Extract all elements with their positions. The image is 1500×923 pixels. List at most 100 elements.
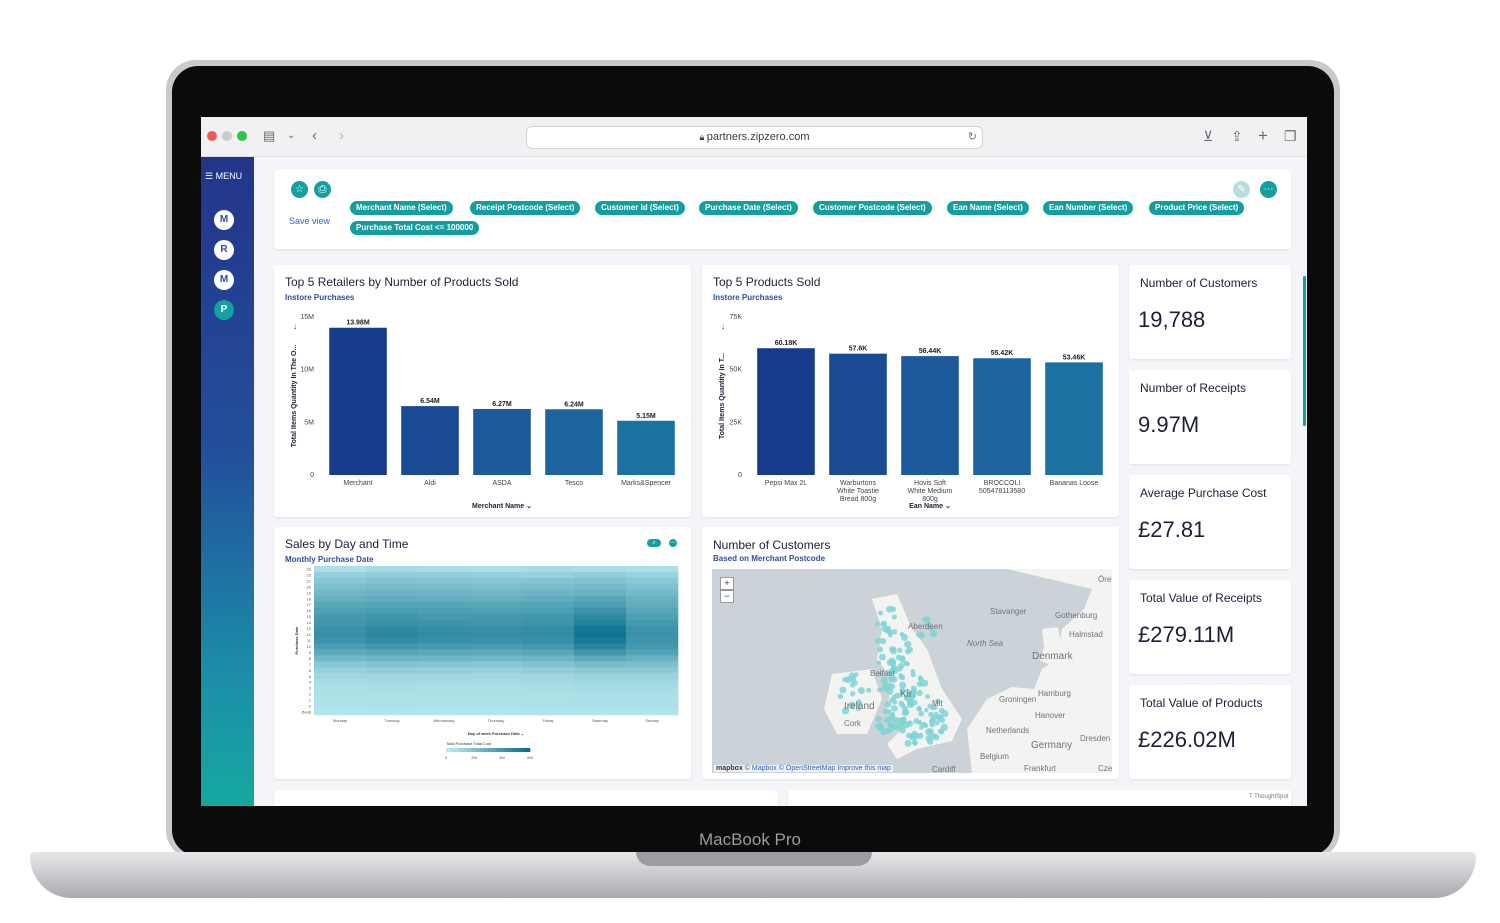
heatmap-cell[interactable] — [314, 667, 367, 674]
heatmap-cell[interactable] — [626, 631, 679, 638]
heatmap-cell[interactable] — [626, 709, 679, 716]
heatmap-cell[interactable] — [522, 697, 575, 704]
avatar[interactable]: M — [214, 270, 234, 290]
sort-down-icon[interactable]: ↓ — [293, 322, 297, 331]
heatmap-cell[interactable] — [574, 649, 627, 656]
heatmap-cell[interactable] — [418, 577, 471, 585]
heatmap-cell[interactable] — [470, 643, 523, 650]
heatmap-cell[interactable] — [314, 673, 367, 680]
heatmap-cell[interactable] — [418, 571, 471, 579]
sales-heatmap[interactable]: 23222120191817161514131211109876543210{N… — [274, 527, 691, 779]
heatmap-cell[interactable] — [574, 571, 627, 579]
heatmap-cell[interactable] — [366, 583, 419, 591]
heatmap-cell[interactable] — [418, 661, 471, 668]
heatmap-cell[interactable] — [314, 655, 367, 662]
heatmap-cell[interactable] — [470, 607, 523, 614]
filter-chip-ean-name[interactable]: Ean Name (Select) — [947, 201, 1029, 215]
heatmap-cell[interactable] — [470, 637, 523, 644]
heatmap-cell[interactable] — [418, 631, 471, 638]
heatmap-cell[interactable] — [626, 601, 679, 609]
heatmap-cell[interactable] — [574, 619, 627, 626]
heatmap-cell[interactable] — [314, 649, 367, 656]
heatmap-cell[interactable] — [522, 583, 575, 591]
heatmap-cell[interactable] — [522, 637, 575, 644]
heatmap-cell[interactable] — [470, 613, 523, 620]
heatmap-cell[interactable] — [314, 613, 367, 620]
heatmap-cell[interactable] — [314, 661, 367, 668]
bar[interactable] — [829, 353, 887, 475]
heatmap-cell[interactable] — [574, 691, 627, 698]
heatmap-cell[interactable] — [522, 679, 575, 686]
attribution-link[interactable]: © OpenStreetMap — [778, 765, 836, 772]
bar[interactable] — [545, 409, 603, 475]
heatmap-cell[interactable] — [418, 703, 471, 710]
heatmap-cell[interactable] — [522, 613, 575, 620]
heatmap-cell[interactable] — [626, 577, 679, 585]
heatmap-cell[interactable] — [522, 566, 575, 573]
heatmap-cell[interactable] — [626, 685, 679, 692]
heatmap-cell[interactable] — [574, 595, 627, 603]
heatmap-cell[interactable] — [418, 601, 471, 609]
heatmap-cell[interactable] — [366, 625, 419, 632]
filter-chip-product-price[interactable]: Product Price (Select) — [1149, 201, 1245, 215]
bar[interactable] — [329, 327, 387, 475]
heatmap-cell[interactable] — [522, 625, 575, 632]
bar[interactable] — [973, 358, 1031, 475]
heatmap-cell[interactable] — [574, 589, 627, 597]
heatmap-cell[interactable] — [418, 619, 471, 626]
heatmap-cell[interactable] — [574, 577, 627, 585]
heatmap-cell[interactable] — [366, 619, 419, 626]
x-axis-label[interactable]: Merchant Name ⌄ — [472, 503, 532, 510]
more-options-icon[interactable]: ⋯ — [669, 539, 677, 547]
heatmap-cell[interactable] — [522, 619, 575, 626]
heatmap-cell[interactable] — [522, 607, 575, 614]
share-icon[interactable]: ⇪ — [1231, 128, 1243, 144]
heatmap-cell[interactable] — [470, 679, 523, 686]
heatmap-cell[interactable] — [626, 655, 679, 662]
heatmap-cell[interactable] — [418, 643, 471, 650]
heatmap-cell[interactable] — [574, 667, 627, 674]
heatmap-cell[interactable] — [574, 643, 627, 650]
heatmap-cell[interactable] — [574, 697, 627, 704]
heatmap-cell[interactable] — [418, 566, 471, 573]
heatmap-cell[interactable] — [626, 649, 679, 656]
menu-button[interactable]: ☰ MENU — [205, 171, 242, 182]
filter-chip-purchase-total-cost[interactable]: Purchase Total Cost <= 100000 — [350, 221, 480, 235]
heatmap-cell[interactable] — [470, 685, 523, 692]
heatmap-cell[interactable] — [366, 655, 419, 662]
heatmap-cell[interactable] — [470, 649, 523, 656]
heatmap-cell[interactable] — [470, 625, 523, 632]
heatmap-cell[interactable] — [418, 649, 471, 656]
improve-map-link[interactable]: Improve this map — [837, 765, 891, 772]
heatmap-cell[interactable] — [366, 631, 419, 638]
heatmap-cell[interactable] — [470, 577, 523, 585]
heatmap-cell[interactable] — [314, 685, 367, 692]
customer-map[interactable]: + − Stavanger Aberdeen North Sea Gothenb… — [712, 569, 1112, 773]
heatmap-cell[interactable] — [470, 601, 523, 609]
heatmap-cell[interactable] — [418, 625, 471, 632]
heatmap-cell[interactable] — [470, 619, 523, 626]
heatmap-cell[interactable] — [626, 673, 679, 680]
heatmap-cell[interactable] — [418, 679, 471, 686]
heatmap-cell[interactable] — [314, 625, 367, 632]
heatmap-cell[interactable] — [574, 583, 627, 591]
avatar[interactable]: R — [214, 240, 234, 260]
heatmap-cell[interactable] — [366, 577, 419, 585]
heatmap-cell[interactable] — [574, 661, 627, 668]
heatmap-cell[interactable] — [418, 607, 471, 614]
products-bar-chart[interactable]: 0 25K 50K 75K Total Items Quantity In T... ↓ 6… — [702, 265, 1119, 517]
heatmap-cell[interactable] — [574, 631, 627, 638]
heatmap-cell[interactable] — [314, 643, 367, 650]
heatmap-cell[interactable] — [574, 566, 627, 573]
sidebar-toggle-icon[interactable]: ▤ — [263, 128, 276, 143]
heatmap-cell[interactable] — [314, 583, 367, 591]
heatmap-cell[interactable] — [626, 595, 679, 603]
heatmap-cell[interactable] — [314, 589, 367, 597]
heatmap-cell[interactable] — [418, 709, 471, 716]
heatmap-cell[interactable] — [314, 697, 367, 704]
filter-chip-receipt-postcode[interactable]: Receipt Postcode (Select) — [470, 201, 581, 215]
bar[interactable] — [757, 348, 815, 475]
heatmap-cell[interactable] — [470, 691, 523, 698]
heatmap-cell[interactable] — [626, 619, 679, 626]
more-options-icon[interactable]: ⋯ — [1260, 181, 1277, 198]
